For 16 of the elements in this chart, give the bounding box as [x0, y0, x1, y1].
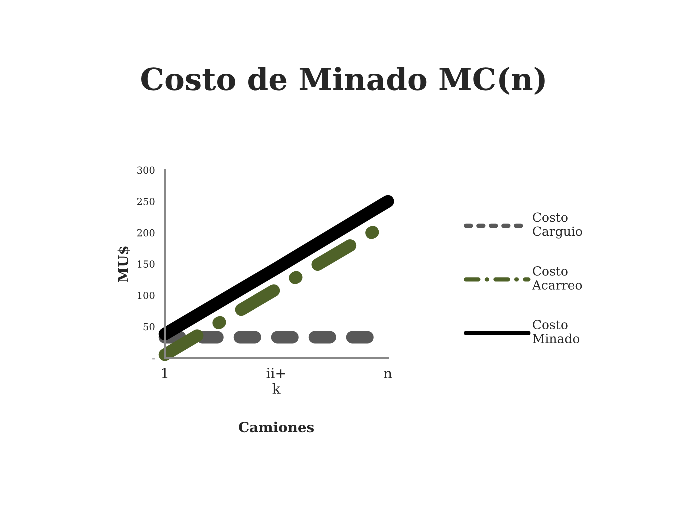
x-axis-title: Camiones — [239, 422, 314, 433]
legend-label: Costo Carguio — [533, 212, 582, 239]
y-tick-label: 100 — [138, 292, 155, 300]
x-tick-label: n — [384, 370, 392, 378]
x-tick-label: 1 — [162, 368, 168, 378]
y-tick-label: 200 — [138, 229, 155, 237]
y-tick-label: 300 — [138, 166, 155, 174]
chart-title: Costo de Minado MC(n) — [142, 67, 545, 96]
x-tick-label: ii+ k — [266, 368, 286, 394]
y-tick-label: 50 — [144, 323, 155, 331]
y-axis-title: MU$ — [118, 246, 130, 282]
legend-label: Costo Minado — [533, 320, 580, 344]
y-tick-label: 250 — [138, 198, 155, 206]
legend-label: Costo Acarreo — [532, 266, 582, 290]
y-tick-label: 150 — [138, 260, 155, 268]
y-tick-label: - — [152, 358, 155, 360]
